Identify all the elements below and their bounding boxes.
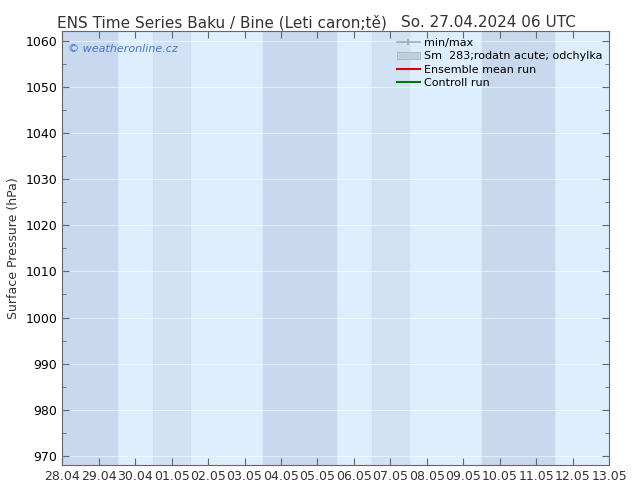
Legend: min/max, Sm  283;rodatn acute; odchylka, Ensemble mean run, Controll run: min/max, Sm 283;rodatn acute; odchylka, … <box>393 34 607 93</box>
Bar <box>153 31 190 465</box>
Bar <box>262 31 336 465</box>
Text: So. 27.04.2024 06 UTC: So. 27.04.2024 06 UTC <box>401 15 576 30</box>
Bar <box>44 31 117 465</box>
Text: ENS Time Series Baku / Bine (Leti caron;tě): ENS Time Series Baku / Bine (Leti caron;… <box>57 15 387 30</box>
Bar <box>482 31 555 465</box>
Text: © weatheronline.cz: © weatheronline.cz <box>68 45 178 54</box>
Bar <box>372 31 409 465</box>
Y-axis label: Surface Pressure (hPa): Surface Pressure (hPa) <box>7 177 20 319</box>
